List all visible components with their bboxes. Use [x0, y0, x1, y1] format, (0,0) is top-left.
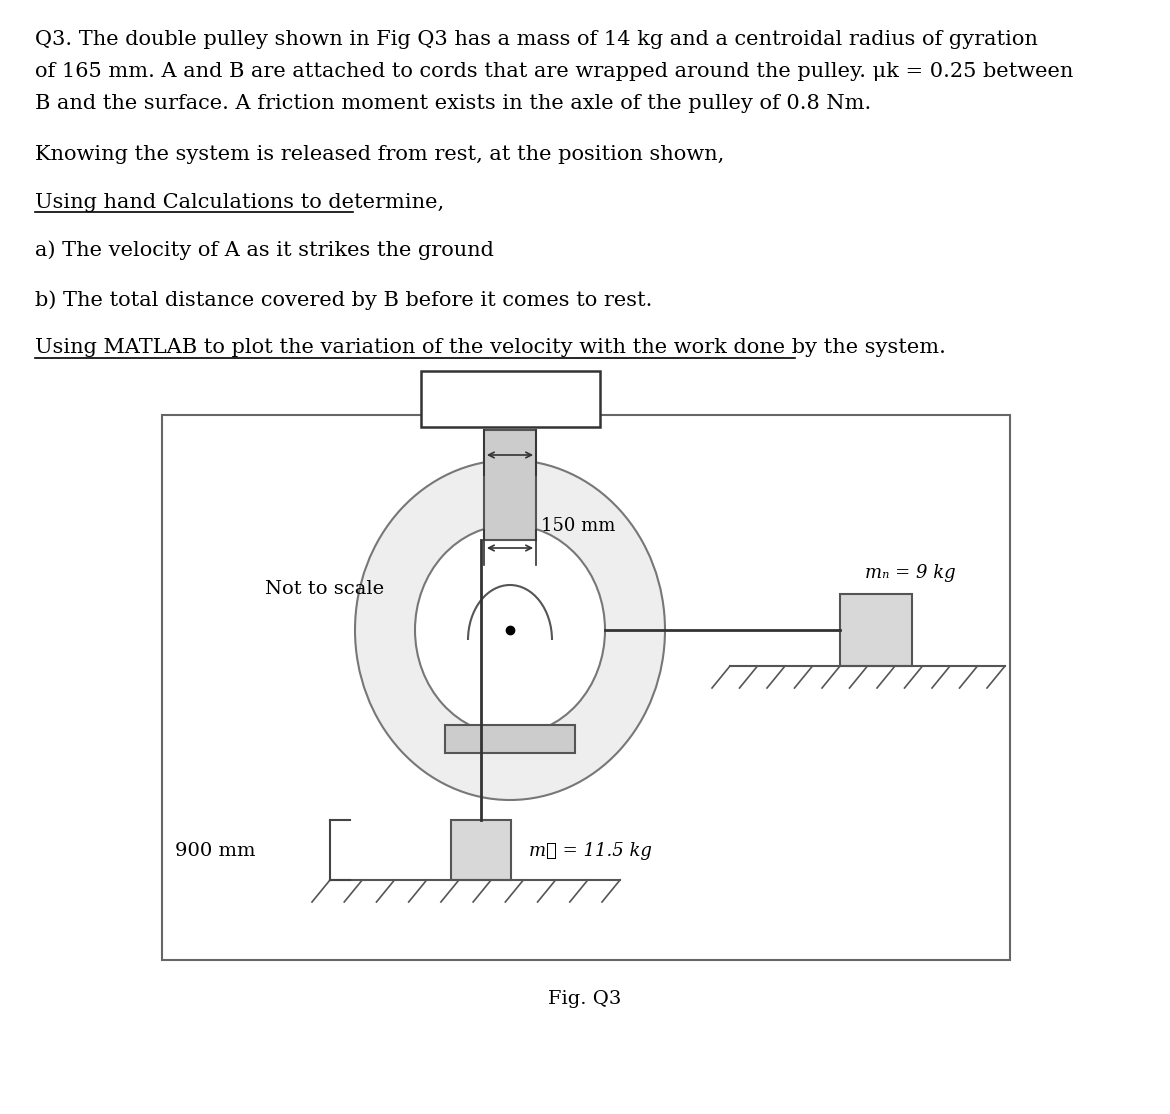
Bar — [840, 594, 911, 666]
Bar — [161, 416, 1010, 960]
Text: 150 mm: 150 mm — [541, 517, 615, 535]
Text: C: C — [524, 624, 538, 642]
Text: Using MATLAB to plot the variation of the velocity with the work done by the sys: Using MATLAB to plot the variation of th… — [35, 338, 945, 356]
Text: Q3. The double pulley shown in Fig Q3 has a mass of 14 kg and a centroidal radiu: Q3. The double pulley shown in Fig Q3 ha… — [35, 30, 1038, 49]
Text: 900 mm: 900 mm — [176, 842, 255, 860]
Bar — [445, 725, 574, 753]
Bar — [450, 820, 511, 880]
Text: A: A — [475, 842, 488, 860]
Text: m⁁ = 11.5 kg: m⁁ = 11.5 kg — [529, 842, 652, 860]
Text: Not to scale: Not to scale — [264, 580, 384, 598]
Text: mₙ = 9 kg: mₙ = 9 kg — [865, 564, 956, 582]
Text: a) The velocity of A as it strikes the ground: a) The velocity of A as it strikes the g… — [35, 240, 494, 260]
Text: b) The total distance covered by B before it comes to rest.: b) The total distance covered by B befor… — [35, 290, 653, 310]
Text: 250  mm: 250 mm — [459, 393, 562, 413]
FancyBboxPatch shape — [420, 371, 599, 427]
Text: Knowing the system is released from rest, at the position shown,: Knowing the system is released from rest… — [35, 145, 724, 164]
Text: B: B — [869, 622, 882, 641]
Text: B and the surface. A friction moment exists in the axle of the pulley of 0.8 Nm.: B and the surface. A friction moment exi… — [35, 94, 872, 113]
Ellipse shape — [355, 460, 665, 800]
Text: of 165 mm. A and B are attached to cords that are wrapped around the pulley. μk : of 165 mm. A and B are attached to cords… — [35, 62, 1073, 81]
Text: Fig. Q3: Fig. Q3 — [549, 990, 621, 1008]
Ellipse shape — [415, 525, 605, 735]
Bar — [484, 430, 536, 540]
Text: Using hand Calculations to determine,: Using hand Calculations to determine, — [35, 193, 445, 212]
